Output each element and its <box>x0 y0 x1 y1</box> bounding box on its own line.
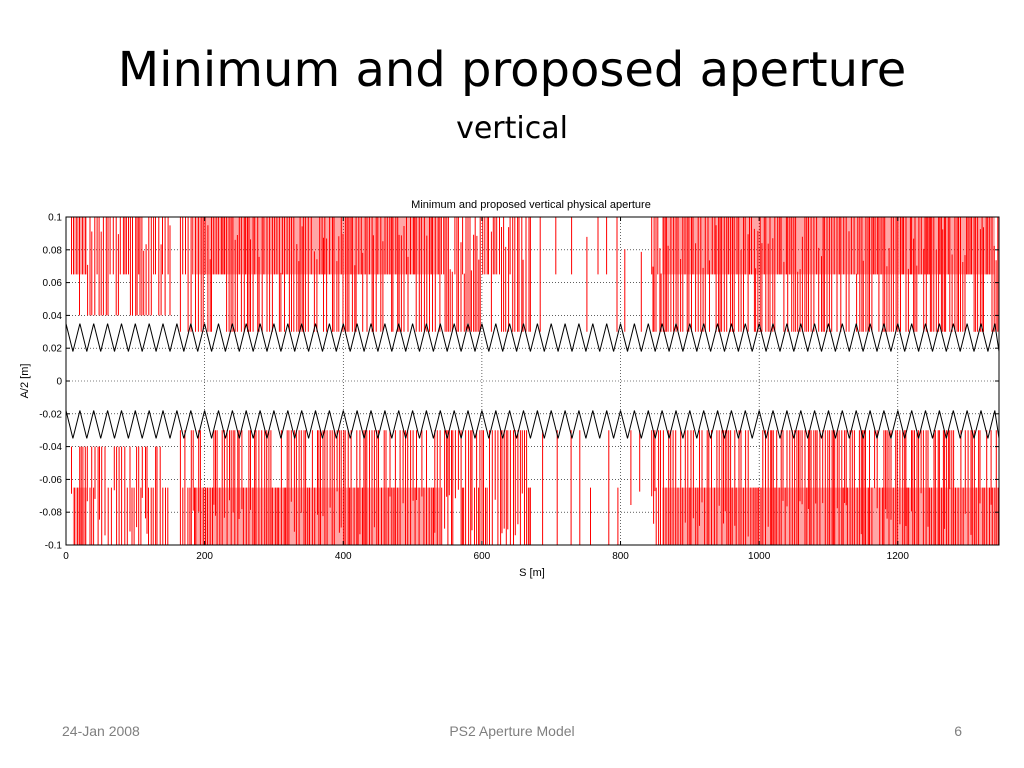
y-tick-label: 0.06 <box>43 278 63 289</box>
aperture-lower-lines <box>529 430 641 545</box>
y-tick-label: -0.06 <box>39 475 62 486</box>
y-tick-label: 0 <box>56 377 62 388</box>
minimum-aperture-upper-line <box>65 323 1000 352</box>
x-tick-label: 0 <box>63 551 69 562</box>
y-tick-label: -0.02 <box>39 409 62 420</box>
y-tick-label: 0.1 <box>48 213 62 224</box>
page-number: 6 <box>954 723 962 739</box>
slide-title: Minimum and proposed aperture <box>117 42 907 98</box>
proposed-aperture-series <box>71 217 999 545</box>
y-tick-label: -0.04 <box>39 442 62 453</box>
aperture-dense-band <box>194 217 441 275</box>
slide-subtitle: vertical <box>456 111 568 146</box>
aperture-upper-lines <box>651 217 999 332</box>
y-tick-label: -0.08 <box>39 508 62 519</box>
footer-title: PS2 Aperture Model <box>449 723 575 739</box>
aperture-dense-band <box>662 217 995 275</box>
y-tick-label: 0.08 <box>43 245 63 256</box>
x-tick-label: 800 <box>612 551 629 562</box>
minimum-aperture-series <box>65 323 1000 439</box>
aperture-dense-band <box>194 487 441 545</box>
y-tick-label: 0.04 <box>43 311 63 322</box>
aperture-upper-lines <box>71 217 171 316</box>
aperture-lower-lines <box>71 446 169 545</box>
x-tick-label: 600 <box>474 551 491 562</box>
aperture-dense-band <box>72 487 87 545</box>
aperture-upper-lines <box>529 217 642 332</box>
x-tick-label: 400 <box>335 551 352 562</box>
aperture-upper-lines <box>179 217 530 332</box>
footer-date: 24-Jan 2008 <box>62 723 140 739</box>
axis-ticks: 0 200 400 600 800 1000 1200 -0.1 -0.08 -0.06 -0.04… <box>39 213 999 562</box>
x-tick-label: 1200 <box>887 551 910 562</box>
x-axis-label: S [m] <box>519 567 545 579</box>
aperture-dense-band <box>72 217 87 275</box>
y-tick-label: 0.02 <box>43 344 63 355</box>
x-tick-label: 1000 <box>748 551 771 562</box>
aperture-lower-lines <box>651 430 999 545</box>
y-axis-label: A/2 [m] <box>19 364 31 399</box>
aperture-lower-lines <box>179 430 531 545</box>
minimum-aperture-lower-line <box>65 410 1000 439</box>
y-tick-label: -0.1 <box>45 541 63 552</box>
x-tick-label: 200 <box>196 551 213 562</box>
chart-title: Minimum and proposed vertical physical a… <box>411 199 651 211</box>
aperture-dense-band <box>662 487 995 545</box>
